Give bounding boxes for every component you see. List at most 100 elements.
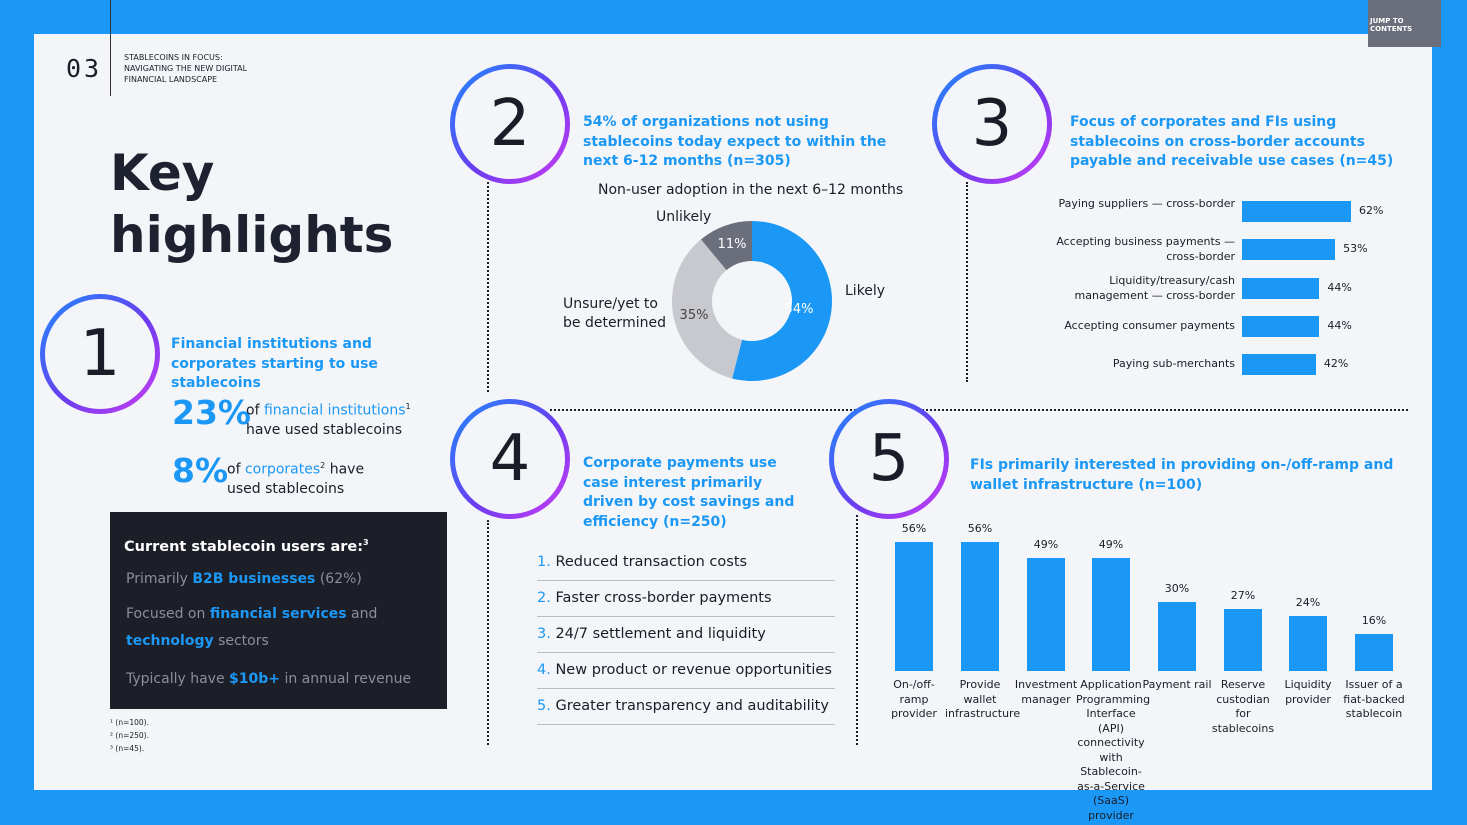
donut-slice-1 — [732, 221, 832, 381]
donut-pct-unlikely: 11% — [718, 237, 747, 252]
bar5-value-label: 56% — [901, 522, 927, 535]
divider-section-5 — [856, 515, 858, 745]
stat-fi-text: of financial institutions1 have used sta… — [246, 397, 446, 440]
bar5-value-label: 30% — [1164, 581, 1190, 595]
driver-item-2: 2. Faster cross-border payments — [537, 581, 835, 617]
driver-item-5: 5. Greater transparency and auditability — [537, 689, 835, 725]
bar5-value-label: 16% — [1361, 614, 1387, 628]
users-line-3-post: sectors — [218, 633, 269, 649]
stat-corp-have: have — [329, 461, 365, 478]
section-2-badge: 2 — [450, 64, 570, 184]
bar3-bar — [1242, 239, 1336, 260]
driver-num-1: 1. — [537, 554, 551, 570]
bar3-bar — [1242, 354, 1316, 375]
users-line-3-hl: technology — [126, 633, 214, 649]
users-line-4: Typically have $10b+ in annual revenue — [126, 666, 411, 693]
bar5-category-label: Issuer of a fiat-backed stablecoin — [1343, 678, 1405, 720]
bar5-bar — [1224, 608, 1262, 671]
bar5-value-label: 56% — [967, 522, 993, 535]
bar3-bar — [1242, 278, 1320, 299]
donut-pct-likely: 54% — [785, 302, 814, 317]
bar5-category-label: On-/off-ramp provider — [891, 678, 937, 720]
driver-num-3: 3. — [537, 626, 551, 642]
jump-to-contents-button[interactable]: JUMP TO CONTENTS — [1368, 0, 1441, 47]
driver-text-2: Faster cross-border payments — [555, 590, 772, 606]
bar5-category-label: Investment manager — [1014, 678, 1078, 706]
footnote-2: ² (n=250). — [110, 731, 149, 740]
driver-num-2: 2. — [537, 590, 551, 606]
section-2-number: 2 — [455, 69, 565, 179]
bar3-label: Paying sub-merchants — [1112, 357, 1235, 370]
donut-chart: 54% 35% 11% — [672, 221, 832, 381]
divider-section-3 — [966, 182, 968, 382]
footnote-1: ¹ (n=100). — [110, 718, 149, 727]
section-1-heading: Financial institutions and corporates st… — [171, 336, 378, 391]
bar3-label: Accepting business payments — cross-bord… — [1056, 235, 1235, 263]
page-number: 03 — [66, 54, 103, 83]
bar5-category-label: Provide wallet infrastructure — [945, 678, 1021, 720]
divider-section-2 — [487, 182, 489, 392]
stat-fi-of: of — [246, 402, 260, 419]
driver-num-4: 4. — [537, 662, 551, 678]
bar5-bar — [1092, 558, 1130, 671]
section-4-badge: 4 — [450, 399, 570, 519]
stat-fi-sup: 1 — [405, 402, 411, 411]
bar5-value-label: 24% — [1295, 595, 1321, 609]
donut-slice-3 — [701, 221, 752, 271]
users-line-2-hl: financial services — [209, 606, 347, 622]
bar5-category-label: Liquidity provider — [1284, 678, 1332, 706]
bar5-bar — [895, 542, 933, 671]
users-line-1-hl: B2B businesses — [192, 571, 316, 587]
driver-text-5: Greater transparency and auditability — [555, 698, 829, 714]
driver-item-4: 4. New product or revenue opportunities — [537, 653, 835, 689]
users-line-2-pre: Focused on — [126, 606, 206, 622]
users-line-3: technology sectors — [126, 628, 269, 655]
divider-section-4 — [487, 520, 489, 745]
bar5-value-label: 49% — [1098, 538, 1124, 552]
stat-corp-text: of corporates2 have used stablecoins — [227, 456, 427, 499]
report-subtitle: STABLECOINS IN FOCUS: NAVIGATING THE NEW… — [124, 53, 248, 84]
current-users-box: Current stablecoin users are:3 Primarily… — [110, 512, 447, 709]
title-line-2: highlights — [110, 206, 394, 264]
driver-text-4: New product or revenue opportunities — [555, 662, 832, 678]
users-title-text: Current stablecoin users are: — [124, 538, 364, 555]
bar3-bar — [1242, 201, 1351, 222]
driver-text-1: Reduced transaction costs — [555, 554, 748, 570]
footnote-3: ³ (n=45). — [110, 744, 145, 753]
donut-pct-unsure: 35% — [680, 308, 709, 323]
bar5-category-label: Payment rail — [1142, 678, 1212, 691]
donut-slice-2 — [672, 239, 743, 379]
section-5-heading: FIs primarily interested in providing on… — [970, 457, 1394, 493]
stat-corp-value: 8% — [172, 451, 229, 490]
driver-text-3: 24/7 settlement and liquidity — [555, 626, 766, 642]
users-line-1-pre: Primarily — [126, 571, 188, 587]
bar5-bar — [1158, 601, 1196, 671]
divider-horizontal — [550, 409, 1408, 411]
users-title-sup: 3 — [363, 538, 369, 547]
bar3-value-label: 42% — [1323, 357, 1349, 370]
current-users-title: Current stablecoin users are:3 — [124, 538, 369, 555]
users-line-4-pre: Typically have — [126, 671, 225, 687]
bar3-value-label: 44% — [1327, 319, 1352, 332]
bar5-value-label: 27% — [1230, 588, 1256, 602]
bar3-value-label: 44% — [1327, 281, 1352, 294]
driver-item-1: 1. Reduced transaction costs — [537, 545, 835, 581]
title-line-1: Key — [110, 144, 215, 202]
bar3-label: Paying suppliers — cross-border — [1058, 197, 1236, 210]
section-1-badge: 1 — [40, 294, 160, 414]
donut-label-likely: Likely — [845, 283, 886, 299]
bar3-value-label: 62% — [1359, 204, 1384, 217]
stat-corp-of: of — [227, 461, 241, 478]
stat-corp-highlight: corporates — [244, 461, 321, 478]
stat-corp-rest: used stablecoins — [227, 480, 345, 497]
section-3-number: 3 — [937, 69, 1047, 179]
header-divider — [110, 0, 111, 96]
users-line-1-post: (62%) — [319, 571, 362, 587]
bar5-bar — [961, 542, 999, 671]
section-2-heading: 54% of organizations not using stablecoi… — [583, 114, 887, 169]
stat-fi-value: 23% — [172, 393, 251, 432]
section-4-heading: Corporate payments use case interest pri… — [583, 455, 795, 530]
section-4-number: 4 — [455, 404, 565, 514]
stat-fi-rest: have used stablecoins — [246, 421, 402, 438]
users-line-2: Focused on financial services and — [126, 601, 377, 628]
